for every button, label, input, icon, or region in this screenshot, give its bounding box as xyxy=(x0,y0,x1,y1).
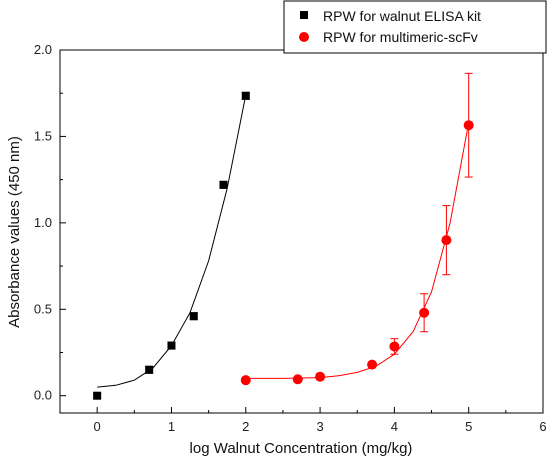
y-tick-label: 2.0 xyxy=(34,42,52,57)
marker-square xyxy=(219,180,228,189)
axes: 0 1 2 3 4 5 6 0.0 0.5 1.0 1.5 2.0 xyxy=(34,42,547,434)
legend: RPW for walnut ELISA kit RPW for multime… xyxy=(283,0,547,54)
data-point-walnut-elisa xyxy=(145,365,154,374)
data-point-multimeric-scfv xyxy=(292,374,303,385)
x-tick-label: 1 xyxy=(168,419,175,434)
data-point-walnut-elisa xyxy=(167,341,176,350)
data-point-multimeric-scfv xyxy=(419,293,430,333)
x-tick-label: 6 xyxy=(539,419,546,434)
data-point-multimeric-scfv xyxy=(315,371,326,382)
data-point-multimeric-scfv xyxy=(463,72,474,178)
data-point-multimeric-scfv xyxy=(367,359,378,370)
plot-frame xyxy=(59,49,544,414)
x-tick-label: 2 xyxy=(242,419,249,434)
y-tick-label: 1.5 xyxy=(34,128,52,143)
marker-circle xyxy=(367,359,378,370)
x-tick-label: 5 xyxy=(465,419,472,434)
x-tick-label: 3 xyxy=(316,419,323,434)
x-tick-label: 4 xyxy=(391,419,398,434)
marker-circle xyxy=(463,120,474,131)
marker-circle xyxy=(292,374,303,385)
marker-circle xyxy=(315,371,326,382)
marker-circle xyxy=(419,307,430,318)
data-points xyxy=(93,72,474,400)
y-tick-label: 0.0 xyxy=(34,388,52,403)
y-axis-title: Absorbance values (450 nm) xyxy=(6,136,23,328)
data-point-walnut-elisa xyxy=(189,312,198,321)
marker-square xyxy=(145,365,154,374)
marker-square xyxy=(167,341,176,350)
marker-circle xyxy=(240,375,251,386)
marker-square xyxy=(189,312,198,321)
data-point-multimeric-scfv xyxy=(240,375,251,386)
data-point-multimeric-scfv xyxy=(441,205,452,276)
marker-square xyxy=(93,391,102,400)
data-point-walnut-elisa xyxy=(93,391,102,400)
legend-label-multimeric-scfv: RPW for multimeric-scFv xyxy=(323,29,478,45)
data-point-walnut-elisa xyxy=(219,180,228,189)
marker-circle xyxy=(389,341,400,352)
fit-curves xyxy=(97,94,470,388)
legend-marker-multimeric-scfv xyxy=(299,32,309,42)
marker-circle xyxy=(441,235,452,246)
fit-curve-multimeric-scfv xyxy=(245,122,470,379)
legend-label-walnut-elisa: RPW for walnut ELISA kit xyxy=(323,8,481,24)
y-tick-label: 1.0 xyxy=(34,215,52,230)
data-point-multimeric-scfv xyxy=(389,338,400,355)
x-axis-title: log Walnut Concentration (mg/kg) xyxy=(190,440,413,457)
marker-square xyxy=(241,91,250,100)
y-tick-label: 0.5 xyxy=(34,301,52,316)
legend-box xyxy=(283,0,547,54)
x-tick-label: 0 xyxy=(94,419,101,434)
legend-marker-walnut-elisa xyxy=(300,11,308,19)
data-point-walnut-elisa xyxy=(241,91,250,100)
